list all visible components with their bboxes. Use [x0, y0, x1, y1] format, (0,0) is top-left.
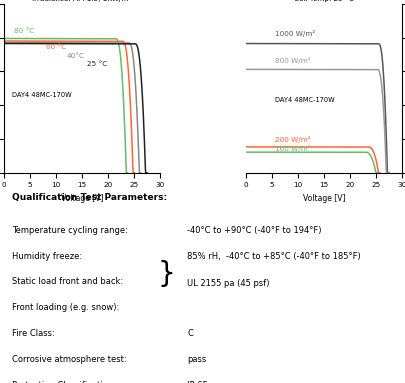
Text: 40°C: 40°C — [66, 53, 84, 59]
X-axis label: Voltage [V]: Voltage [V] — [61, 194, 103, 203]
Text: 160 W/m²: 160 W/m² — [274, 145, 309, 152]
Text: 800 W/m²: 800 W/m² — [274, 57, 309, 64]
Text: Static load front and back:: Static load front and back: — [12, 277, 123, 286]
Text: 25 °C: 25 °C — [87, 61, 107, 67]
Text: IP 65: IP 65 — [187, 381, 207, 383]
Text: 60 °C: 60 °C — [45, 44, 66, 51]
Title: Irradiance: AM 1.5, 1KW/m²: Irradiance: AM 1.5, 1KW/m² — [32, 0, 131, 2]
Text: 200 W/m²: 200 W/m² — [274, 136, 309, 143]
Text: Temperature cycling range:: Temperature cycling range: — [12, 226, 128, 235]
Text: Fire Class:: Fire Class: — [12, 329, 55, 338]
Title: Cell Temp. 25 °C: Cell Temp. 25 °C — [293, 0, 353, 2]
Text: -40°C to +90°C (-40°F to 194°F): -40°C to +90°C (-40°F to 194°F) — [187, 226, 321, 235]
Text: DAY4 48MC-170W: DAY4 48MC-170W — [274, 97, 333, 103]
Text: Corrosive atmosphere test:: Corrosive atmosphere test: — [12, 355, 126, 364]
X-axis label: Voltage [V]: Voltage [V] — [302, 194, 344, 203]
Text: Humidity freeze:: Humidity freeze: — [12, 252, 82, 260]
Text: Qualification Test Parameters:: Qualification Test Parameters: — [12, 193, 167, 202]
Text: DAY4 48MC-170W: DAY4 48MC-170W — [12, 92, 71, 98]
Text: 80 °C: 80 °C — [15, 28, 34, 34]
Text: }: } — [157, 260, 175, 288]
Text: C: C — [187, 329, 192, 338]
Text: 85% rH,  -40°C to +85°C (-40°F to 185°F): 85% rH, -40°C to +85°C (-40°F to 185°F) — [187, 252, 360, 260]
Text: pass: pass — [187, 355, 206, 364]
Text: Front loading (e.g. snow):: Front loading (e.g. snow): — [12, 303, 119, 313]
Text: 1000 W/m²: 1000 W/m² — [274, 30, 314, 37]
Text: Protection Classification:: Protection Classification: — [12, 381, 115, 383]
Text: UL 2155 pa (45 psf): UL 2155 pa (45 psf) — [187, 279, 269, 288]
